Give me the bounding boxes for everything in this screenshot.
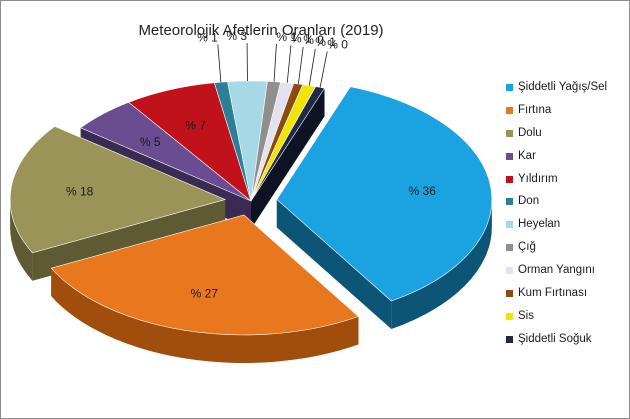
leader-line-kum-firtinasi bbox=[297, 46, 304, 84]
legend-label: Şiddetli Soğuk bbox=[518, 332, 592, 345]
value-label-siddetli-yagis-sel: % 36 bbox=[409, 184, 437, 198]
legend-swatch bbox=[506, 221, 513, 229]
leader-line-siddetli-soguk bbox=[319, 51, 328, 88]
legend-swatch bbox=[506, 106, 513, 114]
legend-swatch bbox=[506, 267, 513, 275]
legend-item-heyelan: Heyelan bbox=[506, 216, 626, 239]
pie-chart: % 36% 27% 18% 5% 7% 1% 3% 1% 1% 0% 1% 0 bbox=[9, 29, 493, 363]
legend-item-siddetli-yagis-sel: Şiddetli Yağış/Sel bbox=[506, 79, 626, 102]
value-label-dolu: % 18 bbox=[66, 185, 94, 199]
legend-label: Dolu bbox=[518, 126, 542, 139]
leader-line-orman-yangini bbox=[286, 45, 292, 83]
legend-item-kar: Kar bbox=[506, 148, 626, 171]
slice-side-siddetli-yagis-sel bbox=[391, 199, 492, 330]
pie-tops bbox=[9, 80, 493, 336]
legend-label: Kar bbox=[518, 149, 536, 162]
legend-label: Fırtına bbox=[518, 103, 552, 116]
value-label-siddetli-soguk: % 0 bbox=[327, 37, 348, 51]
legend-item-sis: Sis bbox=[506, 308, 626, 331]
legend-item-cig: Çığ bbox=[506, 239, 626, 262]
value-label-firtina: % 27 bbox=[191, 287, 219, 301]
value-label-yildirim: % 7 bbox=[185, 118, 206, 132]
legend-label: Yıldırım bbox=[518, 172, 558, 185]
legend-swatch bbox=[506, 175, 513, 183]
legend-item-orman-yangini: Orman Yangını bbox=[506, 262, 626, 285]
legend-swatch bbox=[506, 244, 513, 252]
legend-item-firtina: Fırtına bbox=[506, 102, 626, 125]
legend-label: Kum Fırtınası bbox=[518, 287, 588, 300]
legend-item-dolu: Dolu bbox=[506, 125, 626, 148]
legend-item-yildirim: Yıldırım bbox=[506, 171, 626, 194]
chart-legend: Şiddetli Yağış/Sel Fırtına Dolu Kar Yıldırım… bbox=[506, 79, 626, 354]
leader-line-cig bbox=[273, 43, 277, 82]
legend-label: Don bbox=[518, 195, 540, 208]
value-label-don: % 1 bbox=[197, 31, 218, 45]
legend-item-don: Don bbox=[506, 193, 626, 216]
slice-firtina bbox=[50, 214, 360, 336]
pie-labels: % 36% 27% 18% 5% 7% 1% 3% 1% 1% 0% 1% 0 bbox=[66, 29, 436, 300]
value-label-cig: % 1 bbox=[276, 30, 297, 44]
legend-swatch bbox=[506, 290, 513, 298]
legend-swatch bbox=[506, 198, 513, 206]
slice-side-dolu bbox=[10, 199, 33, 281]
legend-swatch bbox=[506, 152, 513, 160]
value-label-orman-yangini: % 1 bbox=[291, 31, 312, 45]
value-label-sis: % 1 bbox=[315, 35, 336, 49]
legend-swatch bbox=[506, 312, 513, 320]
slice-wall-siddetli-soguk-1 bbox=[251, 88, 325, 230]
legend-item-kum-firtinasi: Kum Fırtınası bbox=[506, 285, 626, 308]
slice-siddetli-soguk bbox=[250, 86, 326, 202]
leader-line-don bbox=[217, 44, 222, 83]
legend-item-siddetli-soguk: Şiddetli Soğuk bbox=[506, 331, 626, 354]
legend-label: Şiddetli Yağış/Sel bbox=[518, 81, 608, 93]
leader-line-sis bbox=[308, 48, 316, 86]
slice-wall-siddetli-yagis-sel-1 bbox=[276, 199, 392, 330]
slice-siddetli-yagis-sel bbox=[276, 86, 493, 302]
legend-label: Sis bbox=[518, 309, 534, 322]
value-label-heyelan: % 3 bbox=[226, 29, 247, 43]
value-label-kum-firtinasi: % 0 bbox=[303, 33, 324, 47]
legend-swatch bbox=[506, 84, 513, 91]
slice-side-firtina bbox=[51, 268, 359, 363]
legend-swatch bbox=[506, 129, 513, 137]
legend-swatch bbox=[506, 335, 513, 343]
slice-dolu bbox=[9, 126, 227, 254]
legend-label: Çığ bbox=[518, 241, 536, 254]
chart-title: Meteorolojik Afetlerin Oranları (2019) bbox=[138, 22, 384, 39]
legend-label: Heyelan bbox=[518, 218, 561, 231]
legend-label: Orman Yangını bbox=[518, 264, 595, 277]
value-label-kar: % 5 bbox=[140, 135, 161, 149]
